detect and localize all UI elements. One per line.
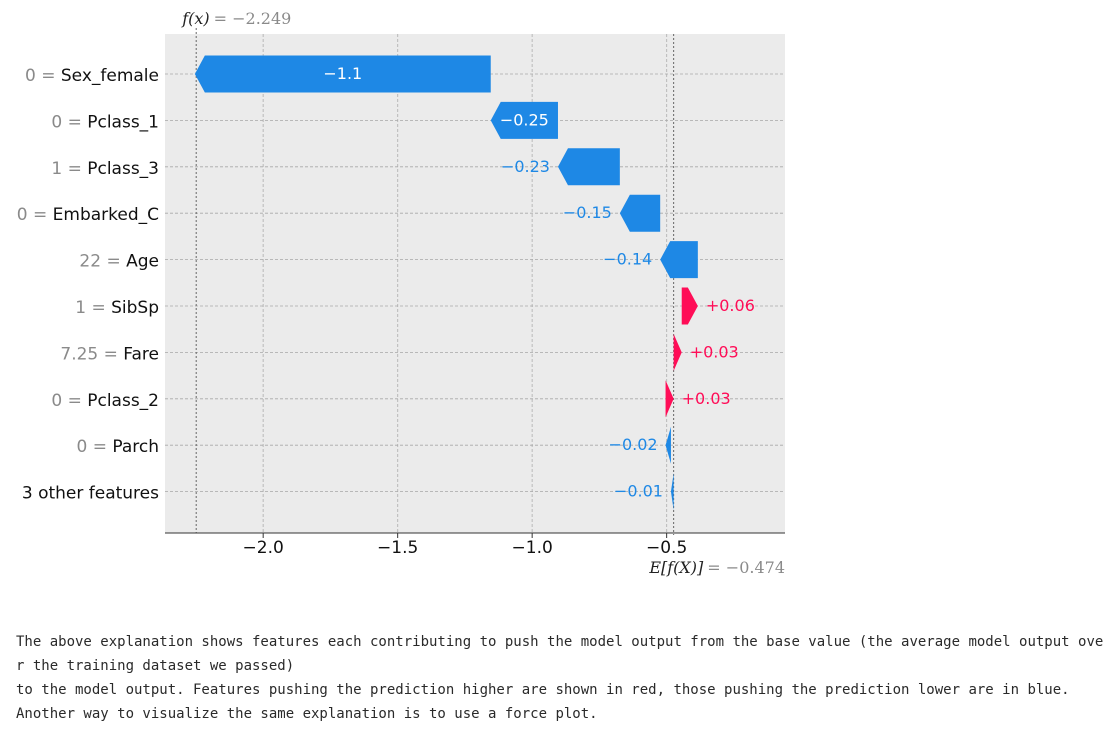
feature-label-7: 0 = Pclass_2: [51, 391, 159, 411]
bar-label-1: −0.25: [500, 110, 549, 129]
bar-fare: [673, 333, 682, 371]
bar-pclass_1: [490, 101, 558, 139]
bar-label-6: +0.03: [690, 342, 739, 361]
bar-label-9: −0.01: [614, 482, 663, 501]
waterfall-chart: −1.1 0 = Sex_female −0.25 0 = Pclass_1 −0.23…: [17, 9, 785, 577]
bar-pclass_3: [557, 148, 620, 186]
feature-label-2: 1 = Pclass_3: [51, 159, 159, 179]
x-tick-label-1: −1.5: [377, 538, 418, 558]
plot-area: [165, 34, 785, 533]
bar-label-2: −0.23: [501, 157, 550, 176]
explanation-text: The above explanation shows features eac…: [16, 630, 1106, 726]
bar-label-3: −0.15: [563, 203, 612, 222]
feature-label-0: 0 = Sex_female: [25, 66, 159, 86]
output-value-label: f(x) = −2.249: [181, 9, 291, 28]
bar-sibsp: [681, 287, 698, 325]
x-tick-label-2: −1.0: [512, 538, 553, 558]
feature-label-1: 0 = Pclass_1: [51, 112, 159, 132]
feature-label-3: 0 = Embarked_C: [17, 205, 159, 225]
x-tick-label-3: −0.5: [646, 538, 687, 558]
base-value-label: E[f(X)] = −0.474: [648, 558, 785, 577]
bar-age: [660, 241, 698, 279]
bar-embarked_c: [619, 194, 661, 232]
feature-label-4: 22 = Age: [79, 252, 159, 272]
feature-label-5: 1 = SibSp: [75, 298, 159, 318]
bar-label-0: −1.1: [323, 64, 362, 83]
bar-label-7: +0.03: [682, 389, 731, 408]
bar-label-5: +0.06: [706, 296, 755, 315]
bar-parch: [665, 426, 671, 464]
explanation-line-2: to the model output. Features pushing th…: [16, 682, 1070, 698]
bar-label-4: −0.14: [603, 250, 652, 269]
bar-3-other-features: [670, 473, 674, 511]
feature-label-9: 3 other features: [22, 484, 159, 504]
explanation-line-1: The above explanation shows features eac…: [16, 634, 1104, 674]
explanation-line-3: Another way to visualize the same explan…: [16, 706, 598, 722]
bar-pclass_2: [665, 380, 674, 418]
bar-sex_female: [194, 55, 491, 93]
bar-label-8: −0.02: [609, 435, 658, 454]
x-tick-label-0: −2.0: [243, 538, 284, 558]
feature-label-6: 7.25 = Fare: [60, 344, 159, 364]
feature-label-8: 0 = Parch: [76, 437, 159, 457]
